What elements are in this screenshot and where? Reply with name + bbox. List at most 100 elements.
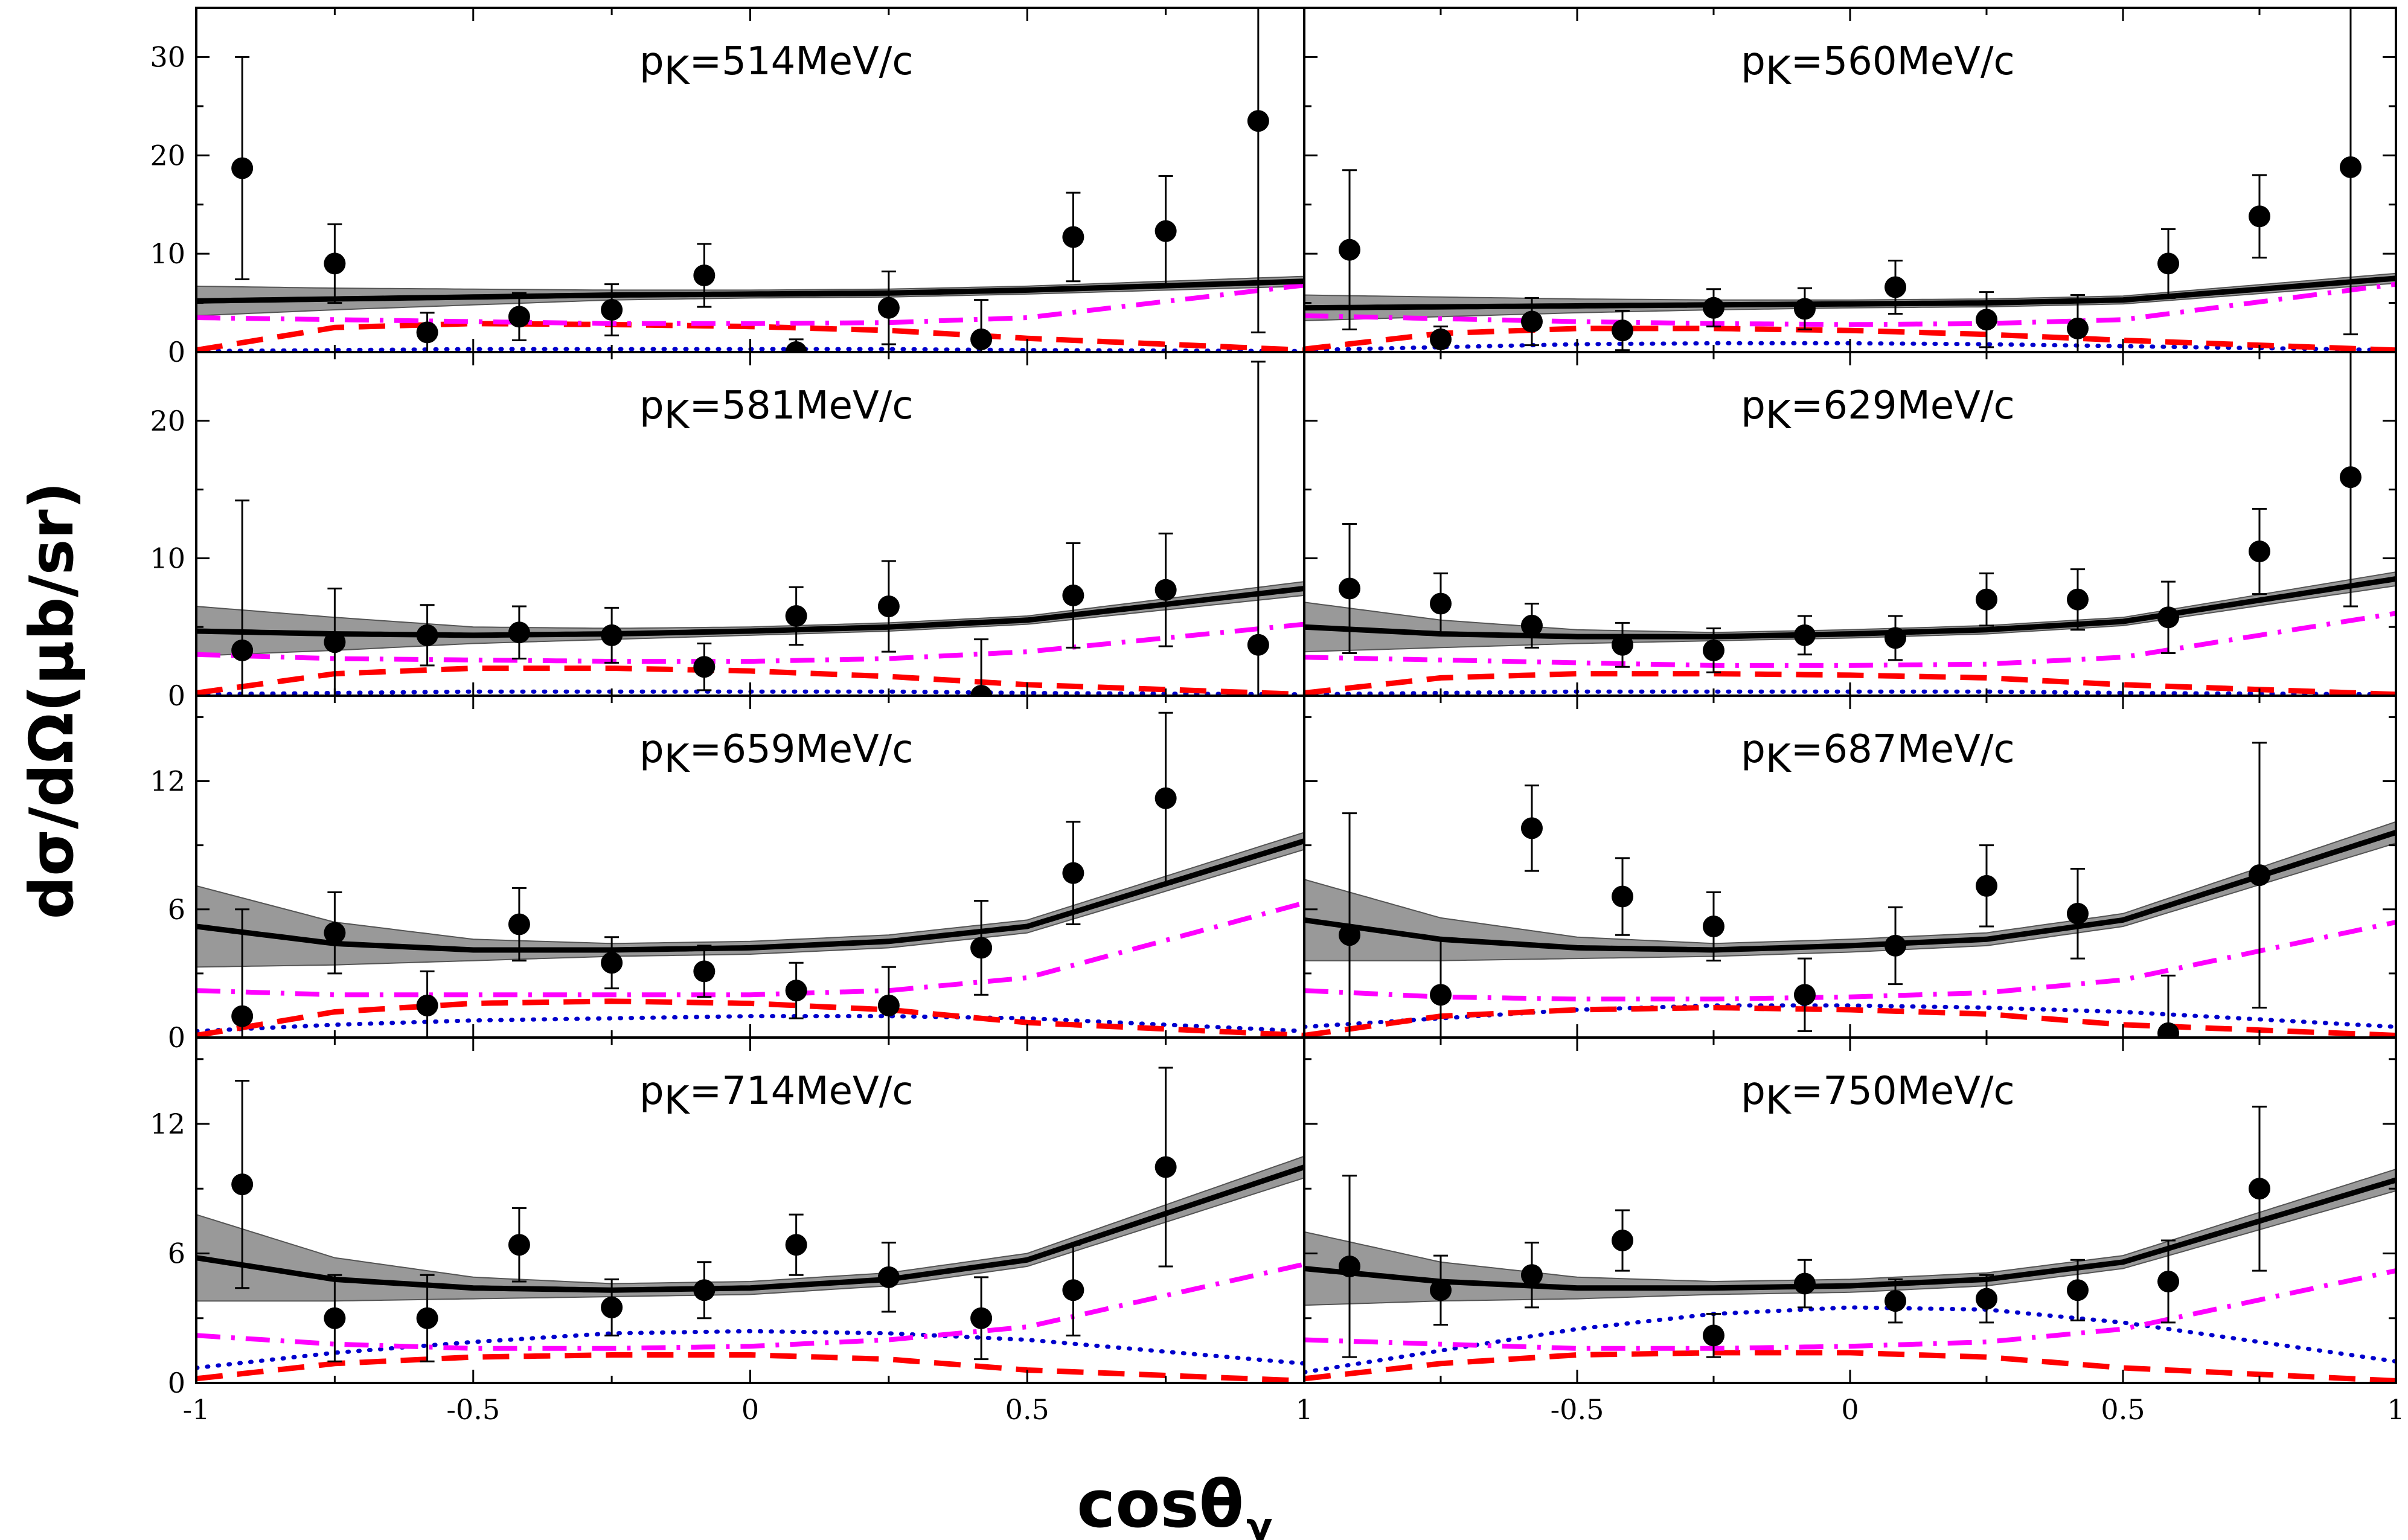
data-point [1793,1272,1816,1295]
data-point [693,656,716,678]
data-point [2249,541,2270,563]
y-tick-label: 20 [150,139,185,172]
dashed-curve [1304,671,2396,696]
panel-label-sub: K [1766,49,1792,94]
data-point [1062,1279,1084,1301]
y-tick-label: 12 [150,1108,185,1140]
data-point [601,952,623,974]
data-point [2249,205,2270,228]
panel-7: 0 6 12 -1 -0.5 0 0.5 1 p K =714MeV/c [150,1036,1313,1426]
data-point [324,631,346,653]
data-point [1062,226,1084,248]
y-tick-label: 0 [168,1021,185,1054]
panel-label-sub: K [664,49,691,94]
data-point [601,624,623,646]
uncertainty-band [1304,821,2396,961]
uncertainty-band [1304,571,2396,653]
data-point [1976,1288,1997,1310]
data-point [2157,1022,2180,1038]
data-point [1793,624,1816,646]
dotted-curve [196,1329,1304,1370]
data-point [324,1307,346,1329]
data-point [2066,1279,2089,1301]
dotted-curve [1304,1305,2396,1375]
uncertainty-band [1304,1169,2396,1306]
panel-1: 0 10 20 30 p K =514MeV/c [150,7,1305,368]
data-point [2066,317,2089,339]
panel-label-value: =560MeV/c [1791,39,2015,84]
total-curve [1304,1177,2396,1291]
data-point [1976,874,1997,897]
data-point [1154,1156,1177,1178]
data-point [1154,579,1177,601]
data-point [416,1307,438,1329]
panel-label-value: =629MeV/c [1791,383,2015,428]
data-point [1703,916,1724,938]
uncertainty-band [196,1155,1304,1302]
data-point [1154,787,1177,809]
data-point [324,922,346,944]
dashed-curve [1304,326,2396,352]
data-point [2157,1270,2180,1292]
x-tick-label: 1 [1295,1393,1313,1426]
data-point [2157,252,2180,275]
panel-label-value: =514MeV/c [690,39,914,84]
y-tick-label: 0 [168,336,185,368]
data-point [1520,310,1543,333]
dashed-curve [1304,1004,2396,1038]
data-point [970,328,993,350]
data-point [693,264,716,286]
data-point [877,595,900,618]
dashdot-curve [1304,611,2396,668]
data-point [1520,1264,1543,1286]
data-point [877,1266,900,1288]
panel-plot-area [196,1067,1304,1383]
uncertainty-band [196,581,1304,657]
data-point [1247,110,1269,132]
dashdot-curve [196,1262,1304,1351]
y-tick-label: 20 [150,405,185,437]
x-axis-title: cosθ [1077,1467,1244,1540]
panel-label-value: =687MeV/c [1791,727,2015,772]
data-point [1884,627,1907,649]
y-tick-label: 10 [150,237,185,270]
dashed-curve [196,321,1304,352]
data-point [1884,276,1907,298]
x-tick-label: -0.5 [1551,1393,1604,1426]
panel-5: 0 6 12 p K =659MeV/c [150,695,1305,1054]
x-tick-label: 0.5 [1005,1393,1049,1426]
panel-label: p [1741,727,1766,772]
panel-4: p K =629MeV/c [1303,351,2397,697]
data-point [324,252,346,275]
data-point [1430,328,1452,350]
data-point [1703,297,1724,319]
x-tick-label: -0.5 [446,1393,500,1426]
data-point [970,937,993,959]
data-point [1612,885,1634,908]
dashdot-curve [196,900,1304,998]
data-point [785,341,807,352]
panel-label-value: =714MeV/c [690,1069,914,1114]
panel-label-sub: K [664,737,691,781]
data-point [1062,862,1084,884]
panel-plot-area [1304,1105,2396,1383]
data-point [2066,902,2089,925]
uncertainty-band [1304,272,2396,321]
data-point [1703,639,1724,661]
total-curve [196,278,1304,304]
panel-label: p [639,39,664,84]
data-point [1884,1290,1907,1312]
y-tick-label: 10 [150,542,185,574]
panel-plot-area [196,711,1304,1038]
y-tick-label: 0 [168,1367,185,1399]
panel-label-value: =659MeV/c [690,727,914,772]
data-point [231,157,254,179]
panel-label: p [639,383,664,428]
data-point [877,297,900,319]
panel-label: p [1741,1069,1766,1114]
total-curve [196,586,1304,638]
dashed-curve [196,998,1304,1038]
data-point [2249,864,2270,887]
data-point [416,624,438,646]
data-point [2157,606,2180,629]
